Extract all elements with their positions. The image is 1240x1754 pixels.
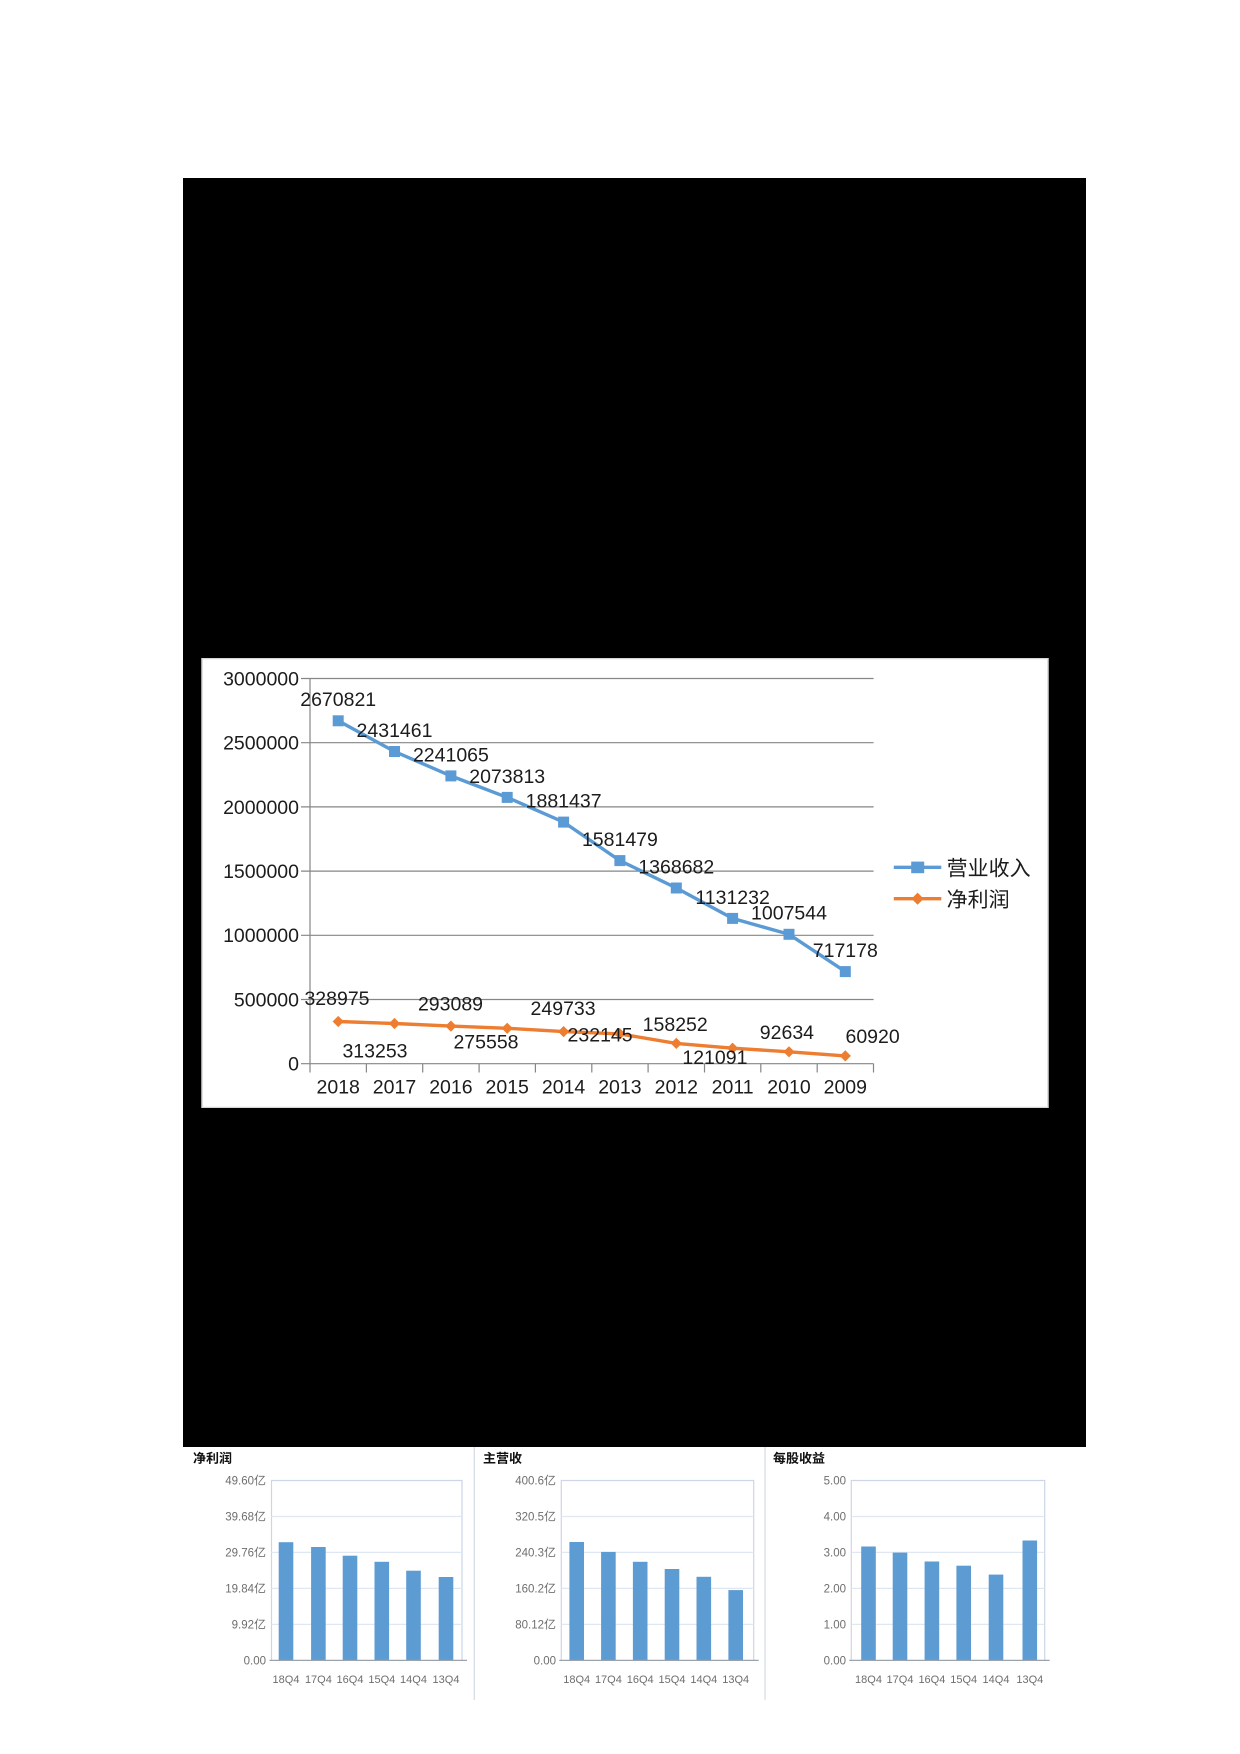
- svg-text:18Q4: 18Q4: [273, 1674, 300, 1686]
- svg-text:3.00: 3.00: [824, 1548, 846, 1560]
- svg-text:19.84: 19.84: [225, 1584, 254, 1596]
- svg-text:4.00: 4.00: [824, 1512, 846, 1524]
- svg-text:2015: 2015: [486, 1077, 530, 1099]
- svg-text:1007544: 1007544: [751, 903, 827, 925]
- svg-text:17Q4: 17Q4: [887, 1674, 914, 1686]
- svg-text:16Q4: 16Q4: [918, 1674, 945, 1686]
- svg-text:2017: 2017: [373, 1077, 416, 1099]
- svg-text:2014: 2014: [542, 1077, 586, 1099]
- svg-text:240.3: 240.3: [515, 1548, 544, 1560]
- svg-text:2.00: 2.00: [824, 1584, 846, 1596]
- svg-text:14Q4: 14Q4: [983, 1674, 1010, 1686]
- svg-text:13Q4: 13Q4: [722, 1674, 749, 1686]
- svg-text:17Q4: 17Q4: [305, 1674, 332, 1686]
- svg-text:5.00: 5.00: [824, 1476, 846, 1488]
- svg-text:15Q4: 15Q4: [950, 1674, 977, 1686]
- svg-text:328975: 328975: [304, 988, 369, 1010]
- svg-text:232145: 232145: [568, 1024, 633, 1046]
- svg-text:400.6: 400.6: [515, 1476, 544, 1488]
- svg-text:13Q4: 13Q4: [433, 1674, 460, 1686]
- svg-text:275558: 275558: [453, 1031, 518, 1053]
- svg-text:16Q4: 16Q4: [627, 1674, 654, 1686]
- svg-text:39.68: 39.68: [225, 1512, 254, 1524]
- svg-text:2018: 2018: [317, 1077, 360, 1099]
- svg-text:2013: 2013: [598, 1077, 641, 1099]
- svg-text:15Q4: 15Q4: [368, 1674, 395, 1686]
- svg-text:717178: 717178: [813, 940, 878, 962]
- svg-text:1000000: 1000000: [223, 925, 299, 947]
- svg-text:1131232: 1131232: [695, 887, 769, 909]
- svg-text:0.00: 0.00: [244, 1656, 266, 1668]
- svg-text:14Q4: 14Q4: [400, 1674, 427, 1686]
- svg-text:92634: 92634: [760, 1022, 814, 1044]
- svg-text:29.76: 29.76: [225, 1548, 254, 1560]
- svg-text:14Q4: 14Q4: [690, 1674, 717, 1686]
- svg-text:2011: 2011: [712, 1077, 754, 1099]
- svg-text:17Q4: 17Q4: [595, 1674, 622, 1686]
- svg-text:1368682: 1368682: [638, 856, 714, 878]
- svg-text:49.60: 49.60: [225, 1476, 254, 1488]
- svg-text:18Q4: 18Q4: [563, 1674, 590, 1686]
- svg-text:1881437: 1881437: [526, 791, 602, 813]
- svg-text:2000000: 2000000: [223, 797, 299, 819]
- svg-text:2500000: 2500000: [223, 733, 299, 755]
- svg-text:16Q4: 16Q4: [337, 1674, 364, 1686]
- svg-text:1500000: 1500000: [223, 861, 299, 883]
- svg-text:0.00: 0.00: [824, 1656, 846, 1668]
- svg-text:320.5: 320.5: [515, 1512, 544, 1524]
- svg-text:2073813: 2073813: [469, 766, 545, 788]
- svg-text:2431461: 2431461: [357, 720, 433, 742]
- svg-text:313253: 313253: [342, 1040, 407, 1062]
- svg-text:2670821: 2670821: [300, 689, 376, 711]
- svg-text:293089: 293089: [418, 994, 483, 1016]
- svg-text:3000000: 3000000: [223, 668, 299, 690]
- svg-text:80.12: 80.12: [515, 1620, 544, 1632]
- svg-text:249733: 249733: [531, 998, 596, 1020]
- svg-text:121091: 121091: [682, 1047, 747, 1069]
- svg-text:1.00: 1.00: [824, 1620, 846, 1632]
- svg-text:0.00: 0.00: [534, 1656, 556, 1668]
- svg-text:0: 0: [288, 1054, 299, 1076]
- svg-text:158252: 158252: [643, 1014, 708, 1036]
- svg-text:160.2: 160.2: [515, 1584, 544, 1596]
- svg-text:1581479: 1581479: [582, 829, 658, 851]
- svg-text:2241065: 2241065: [413, 744, 489, 766]
- svg-text:18Q4: 18Q4: [855, 1674, 882, 1686]
- svg-text:2016: 2016: [429, 1077, 472, 1099]
- svg-text:15Q4: 15Q4: [659, 1674, 686, 1686]
- svg-text:2012: 2012: [655, 1077, 698, 1099]
- svg-text:9.92: 9.92: [232, 1620, 254, 1632]
- svg-text:13Q4: 13Q4: [1016, 1674, 1043, 1686]
- svg-text:500000: 500000: [234, 989, 299, 1011]
- svg-text:60920: 60920: [845, 1026, 899, 1048]
- svg-text:2010: 2010: [767, 1077, 811, 1099]
- svg-text:2009: 2009: [824, 1077, 867, 1099]
